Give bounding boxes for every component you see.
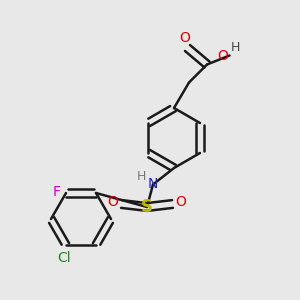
Text: F: F (52, 184, 61, 199)
Text: S: S (141, 198, 153, 216)
Text: H: H (137, 170, 146, 183)
Text: Cl: Cl (58, 251, 71, 265)
Text: H: H (231, 41, 240, 54)
Text: O: O (217, 49, 228, 62)
Text: O: O (108, 196, 118, 209)
Text: O: O (180, 31, 190, 45)
Text: O: O (176, 196, 186, 209)
Text: N: N (148, 178, 158, 191)
